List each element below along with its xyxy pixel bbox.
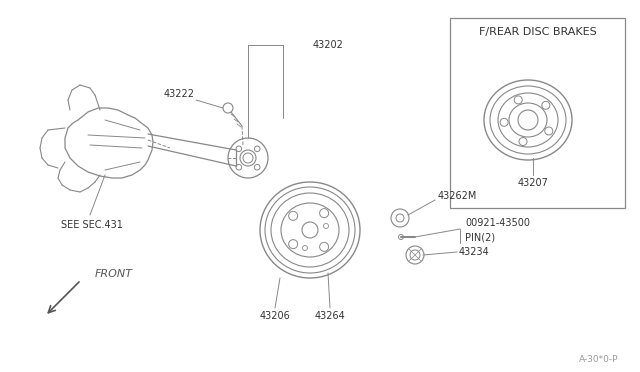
Text: 43207: 43207 — [518, 178, 548, 188]
Text: 43222: 43222 — [164, 89, 195, 99]
Text: F/REAR DISC BRAKES: F/REAR DISC BRAKES — [479, 27, 596, 37]
Text: 43234: 43234 — [459, 247, 490, 257]
Text: 43262M: 43262M — [438, 191, 477, 201]
Text: SEE SEC.431: SEE SEC.431 — [61, 220, 123, 230]
Text: PIN(2): PIN(2) — [465, 232, 495, 242]
Bar — [450, 18, 625, 208]
Text: 43202: 43202 — [313, 40, 344, 50]
Text: 43264: 43264 — [315, 311, 346, 321]
Text: 43206: 43206 — [260, 311, 291, 321]
Text: FRONT: FRONT — [95, 269, 133, 279]
Text: A-30*0-P: A-30*0-P — [579, 356, 618, 365]
Text: 00921-43500: 00921-43500 — [465, 218, 530, 228]
